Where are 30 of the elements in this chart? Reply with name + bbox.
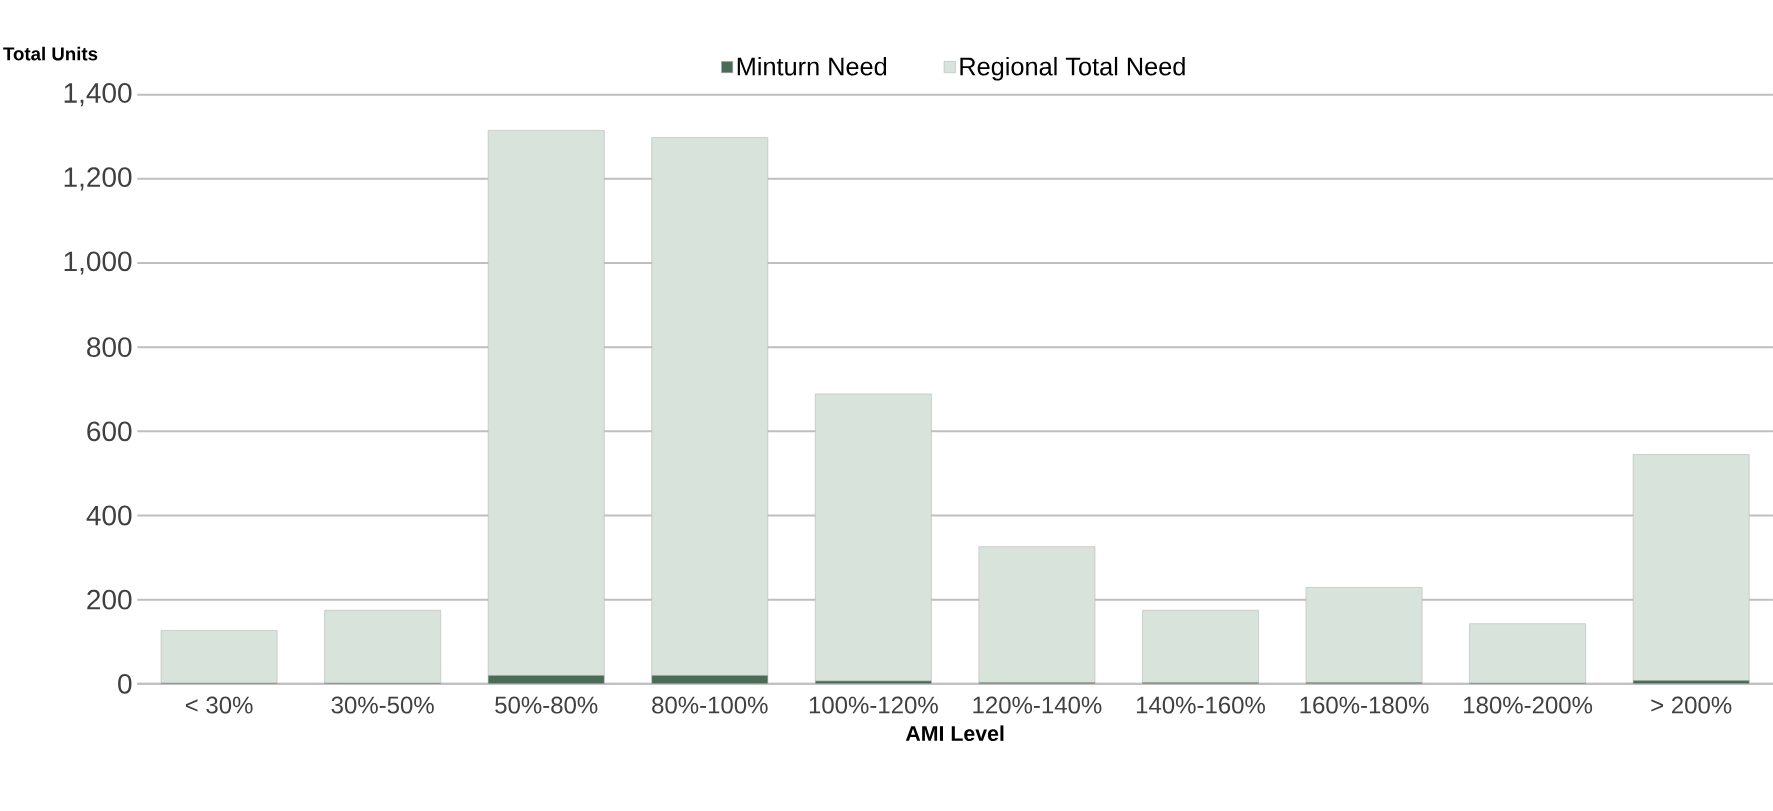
x-tick-label: 160%-180% [1300,696,1429,714]
y-axis-title: Total Units [3,47,98,61]
y-tick-label: 1,200 [64,167,132,191]
legend-label: Minturn Need [737,57,887,76]
bar [815,393,932,682]
x-tick-label: < 30% [185,696,253,714]
bar [160,630,278,684]
y-tick-label: 600 [87,421,132,442]
x-tick-label: > 200% [1651,696,1732,714]
x-tick-label: 100%-120% [809,696,938,714]
y-tick-label: 200 [87,590,132,610]
y-tick-label: 0 [118,674,132,695]
bar [324,610,441,684]
x-tick-label: 50%-80% [495,696,598,714]
bar [1142,610,1259,684]
bar [1469,623,1586,684]
bar [1632,454,1750,682]
y-tick-label: 800 [87,337,132,358]
x-axis-title: AMI Level [905,725,1004,742]
y-tick-label: 1,000 [64,251,132,275]
x-tick-label: 120%-140% [973,696,1102,714]
x-tick-label: 30%-50% [331,696,434,714]
y-tick-label: 1,400 [64,83,132,107]
bar [1305,587,1423,684]
bar [978,546,1096,684]
x-tick-label: 80%-100% [652,696,768,714]
y-tick-label: 400 [86,505,132,526]
x-tick-label: 140%-160% [1136,696,1265,714]
x-tick-label: 180%-200% [1464,696,1593,714]
legend-label: Regional Total Need [960,57,1185,81]
